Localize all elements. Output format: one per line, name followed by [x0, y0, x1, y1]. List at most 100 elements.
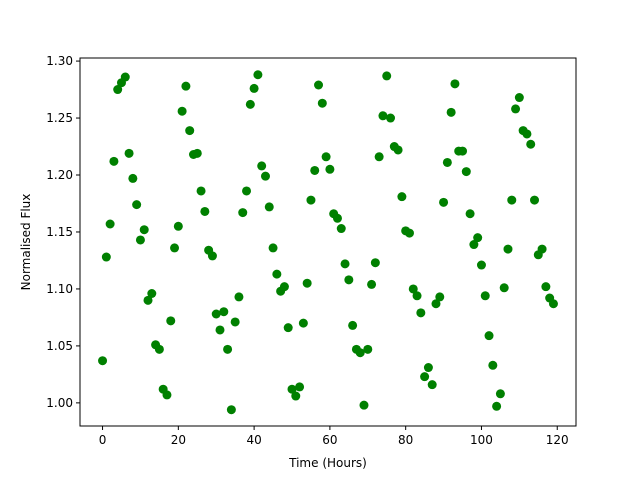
axes-frame — [79, 57, 577, 427]
point — [476, 260, 486, 270]
point — [446, 107, 456, 117]
point — [507, 195, 517, 205]
point — [98, 356, 108, 366]
point — [223, 344, 233, 354]
point — [219, 307, 229, 317]
point — [242, 186, 252, 196]
point — [439, 197, 449, 207]
y-tick-label: 1.20 — [46, 168, 73, 182]
point — [215, 325, 225, 335]
point — [548, 299, 558, 309]
point — [302, 278, 312, 288]
point — [511, 104, 521, 114]
point — [109, 156, 119, 166]
point — [135, 235, 145, 245]
y-tick-label: 1.15 — [46, 225, 73, 239]
point — [287, 384, 297, 394]
point — [196, 186, 206, 196]
point — [435, 292, 445, 302]
point — [105, 219, 115, 229]
point — [382, 71, 392, 81]
point — [264, 202, 274, 212]
point — [173, 221, 183, 231]
x-tick-label: 20 — [171, 433, 186, 447]
point — [154, 344, 164, 354]
point — [473, 233, 483, 243]
point — [283, 323, 293, 333]
point — [480, 291, 490, 301]
point — [317, 98, 327, 108]
point — [143, 295, 153, 305]
point — [166, 316, 176, 326]
point — [314, 80, 324, 90]
point — [291, 391, 301, 401]
x-tick-label: 0 — [99, 433, 107, 447]
x-tick-label: 40 — [246, 433, 261, 447]
point — [272, 269, 282, 279]
point — [378, 111, 388, 121]
x-tick-label: 80 — [398, 433, 413, 447]
point — [450, 79, 460, 89]
point — [298, 318, 308, 328]
point — [238, 208, 248, 218]
point — [393, 145, 403, 155]
point — [268, 243, 278, 253]
point — [181, 81, 191, 91]
point — [530, 195, 540, 205]
y-tick-label: 1.05 — [46, 339, 73, 353]
point — [458, 146, 468, 156]
point — [484, 331, 494, 341]
point — [185, 126, 195, 136]
point — [522, 129, 532, 139]
point — [200, 206, 210, 216]
point — [442, 157, 452, 167]
point — [340, 259, 350, 269]
point — [469, 240, 479, 250]
point — [492, 401, 502, 411]
point — [404, 228, 414, 238]
point — [211, 309, 221, 319]
point — [170, 243, 180, 253]
point — [234, 292, 244, 302]
point — [253, 70, 263, 80]
point — [132, 200, 142, 210]
point — [321, 152, 331, 162]
point — [420, 372, 430, 382]
point — [465, 209, 475, 219]
point — [348, 320, 358, 330]
point — [306, 195, 316, 205]
point — [408, 284, 418, 294]
point — [113, 85, 123, 95]
point — [355, 348, 365, 358]
point — [128, 173, 138, 183]
point — [310, 165, 320, 175]
point — [367, 279, 377, 289]
point — [162, 390, 172, 400]
point — [537, 244, 547, 254]
point — [207, 251, 217, 261]
point — [230, 317, 240, 327]
point — [374, 152, 384, 162]
point — [260, 171, 270, 181]
point — [526, 139, 536, 149]
point — [499, 283, 509, 293]
point — [495, 389, 505, 399]
x-tick-label: 100 — [470, 433, 493, 447]
point — [363, 344, 373, 354]
point — [257, 161, 267, 171]
point — [124, 148, 134, 158]
point — [427, 380, 437, 390]
point — [249, 83, 259, 93]
point — [431, 299, 441, 309]
point — [279, 282, 289, 292]
point — [295, 382, 305, 392]
y-axis-label: Normalised Flux — [19, 194, 33, 291]
point — [245, 99, 255, 109]
point — [344, 275, 354, 285]
point — [416, 308, 426, 318]
point — [147, 288, 157, 298]
y-tick-label: 1.10 — [46, 282, 73, 296]
point — [541, 282, 551, 292]
x-axis-label: Time (Hours) — [288, 456, 367, 470]
